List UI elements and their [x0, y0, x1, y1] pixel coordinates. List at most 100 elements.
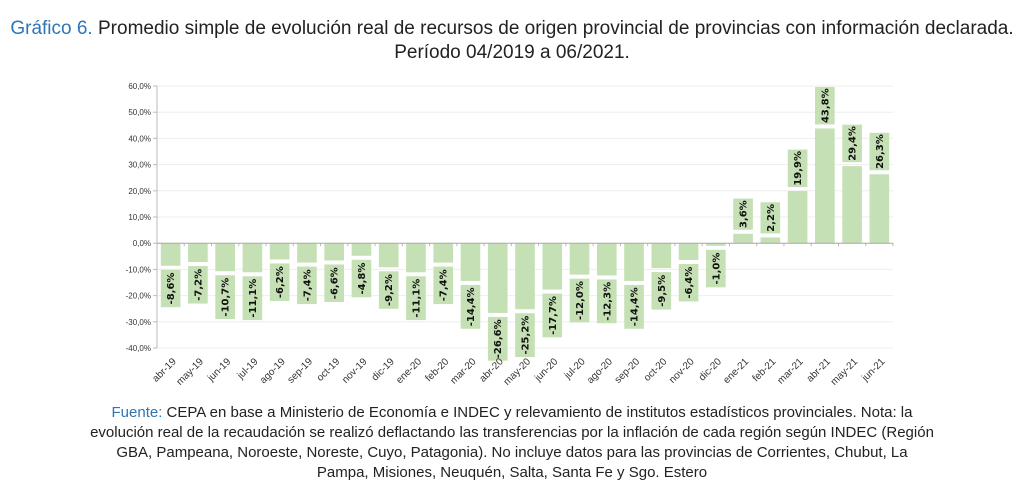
y-tick-label: 30,0% [128, 161, 151, 170]
data-label: -7,4% [439, 269, 450, 301]
x-category-label: nov-20 [667, 356, 697, 386]
bar [378, 243, 399, 268]
x-category-label: feb-21 [751, 356, 779, 384]
bar [706, 243, 726, 246]
data-label-box [460, 284, 481, 329]
chart-title: Gráfico 6. Promedio simple de evolución … [0, 17, 1024, 65]
x-category-label: may-19 [175, 356, 207, 388]
data-label: -25,2% [521, 316, 532, 355]
y-tick-label: 0,0% [133, 239, 151, 248]
data-label-box [433, 266, 454, 305]
data-label-box [678, 263, 699, 302]
data-label: -11,1% [248, 279, 259, 318]
data-label-box [760, 202, 781, 234]
bar [460, 243, 481, 281]
data-label: -9,2% [384, 274, 395, 306]
bar [487, 243, 508, 313]
x-category-label: jun-19 [205, 356, 233, 384]
data-label-box [869, 132, 890, 171]
bar [569, 243, 590, 275]
data-label-box [378, 271, 399, 309]
x-category-label: may-21 [829, 356, 861, 388]
x-category-label: jun-20 [532, 356, 560, 384]
data-label: -6,2% [275, 266, 286, 298]
bar [406, 243, 426, 273]
data-label-box [596, 279, 617, 324]
data-label: -8,6% [166, 273, 177, 305]
bar [678, 243, 699, 260]
data-label-box [842, 124, 862, 163]
x-category-label: ago-19 [258, 356, 288, 386]
data-label-box [324, 264, 344, 302]
data-label: -4,8% [357, 263, 368, 295]
data-label-box [160, 269, 181, 308]
data-label: -9,5% [657, 275, 668, 307]
data-label: -10,7% [221, 278, 232, 317]
x-category-label: oct-20 [642, 356, 670, 384]
data-label-box [188, 266, 208, 304]
data-label-box [269, 263, 290, 301]
x-category-label: ene-20 [394, 356, 424, 386]
bar [297, 243, 317, 263]
bar [624, 243, 644, 281]
data-label-box [733, 198, 753, 230]
data-label-box [487, 316, 508, 361]
bar [733, 233, 753, 244]
x-category-label: mar-20 [448, 356, 478, 386]
data-label: 29,4% [848, 126, 859, 161]
bar [596, 243, 617, 276]
source-note-text: CEPA en base a Ministerio de Economía e … [90, 404, 934, 481]
data-label-box [351, 259, 372, 298]
data-label: 26,3% [875, 134, 886, 169]
source-note-lead: Fuente: [111, 404, 163, 421]
y-tick-label: 10,0% [128, 213, 151, 222]
x-category-label: jun-21 [859, 356, 887, 384]
x-category-label: nov-19 [340, 356, 370, 386]
y-tick-label: -10,0% [126, 265, 151, 274]
data-label: -14,4% [630, 287, 641, 326]
bar [760, 237, 781, 244]
chart-title-lead: Gráfico 6. [10, 18, 93, 39]
y-tick-label: 40,0% [128, 134, 151, 143]
y-tick-label: -40,0% [126, 344, 151, 353]
bar [787, 191, 808, 244]
x-category-label: dic-19 [370, 356, 397, 383]
bar [433, 243, 454, 263]
data-label-box [624, 284, 644, 329]
x-category-label: dic-20 [697, 356, 724, 383]
x-category-label: oct-19 [315, 356, 343, 384]
x-category-label: mar-21 [776, 356, 806, 386]
data-label: -26,6% [493, 319, 504, 358]
bar [815, 128, 835, 244]
bar [515, 243, 535, 310]
data-label: 19,9% [793, 151, 804, 186]
bar [324, 243, 344, 261]
x-category-label: may-20 [502, 356, 534, 388]
data-label-box [215, 275, 235, 320]
x-category-label: feb-20 [424, 356, 452, 384]
data-label: -11,1% [411, 279, 422, 318]
bar [869, 174, 890, 244]
data-label-box [706, 249, 726, 288]
data-label-box [569, 278, 590, 323]
x-category-label: ago-20 [585, 356, 615, 386]
data-label: -7,2% [193, 269, 204, 301]
bar [215, 243, 235, 272]
data-label: -7,4% [302, 269, 313, 301]
y-tick-label: 20,0% [128, 187, 151, 196]
y-tick-label: -20,0% [126, 292, 151, 301]
data-label-box [651, 272, 672, 310]
data-label: -1,0% [711, 253, 722, 285]
bar [651, 243, 672, 269]
data-label-box [542, 293, 563, 338]
data-label: -12,0% [575, 281, 586, 320]
x-category-label: ene-21 [721, 356, 751, 386]
data-label: -6,6% [330, 267, 341, 299]
data-label: 3,6% [739, 200, 750, 228]
y-tick-label: -30,0% [126, 318, 151, 327]
data-label-box [515, 313, 535, 358]
data-label: 2,2% [766, 204, 777, 232]
bar [242, 243, 263, 273]
data-label-box [297, 266, 317, 305]
